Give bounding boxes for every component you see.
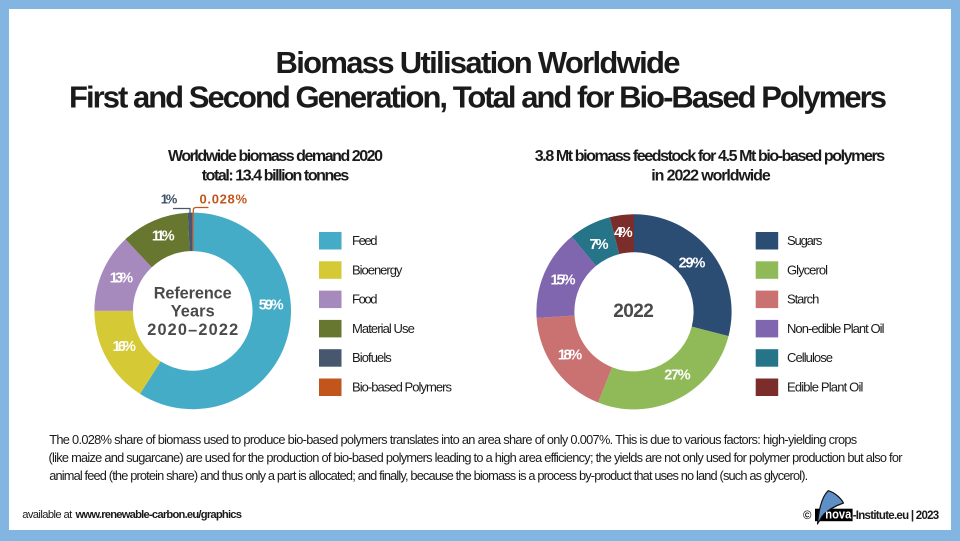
svg-text:Reference: Reference (154, 284, 232, 302)
svg-text:Worldwide biomass demand 2020: Worldwide biomass demand 2020 (168, 148, 383, 165)
svg-text:11%: 11% (152, 228, 175, 244)
svg-text:Cellulose: Cellulose (787, 350, 833, 365)
svg-text:Material Use: Material Use (352, 321, 415, 336)
svg-text:13%: 13% (110, 270, 133, 286)
svg-text:Food: Food (352, 292, 378, 307)
svg-text:©: © (803, 510, 812, 522)
svg-text:4%: 4% (614, 225, 633, 241)
svg-text:59%: 59% (259, 298, 284, 314)
svg-text:Biofuels: Biofuels (352, 350, 392, 365)
svg-text:available at: available at (22, 509, 73, 521)
svg-text:7%: 7% (590, 237, 609, 253)
svg-text:Bioenergy: Bioenergy (352, 262, 403, 277)
svg-text:27%: 27% (664, 368, 690, 384)
svg-text:3.8 Mt biomass feedstock for 4: 3.8 Mt biomass feedstock for 4.5 Mt bio-… (535, 148, 885, 165)
svg-text:in 2022 worldwide: in 2022 worldwide (651, 168, 771, 185)
svg-text:total: 13.4 billion tonnes: total: 13.4 billion tonnes (202, 168, 350, 185)
svg-text:(like maize and sugarcane) are: (like maize and sugarcane) are used for … (49, 450, 904, 465)
svg-text:The 0.028% share of biomass us: The 0.028% share of biomass used to prod… (49, 432, 857, 447)
svg-text:0.028%: 0.028% (200, 192, 248, 207)
svg-text:Edible Plant Oil: Edible Plant Oil (787, 380, 864, 395)
svg-text:www.renewable-carbon.eu/graphi: www.renewable-carbon.eu/graphics (75, 509, 242, 521)
svg-text:First and Second Generation, T: First and Second Generation, Total and f… (69, 80, 887, 115)
svg-text:Starch: Starch (787, 292, 819, 307)
svg-text:2020–2022: 2020–2022 (147, 321, 238, 339)
svg-text:Biomass Utilisation Worldwide: Biomass Utilisation Worldwide (276, 45, 681, 80)
svg-text:18%: 18% (558, 348, 582, 364)
svg-text:Feed: Feed (352, 233, 378, 248)
svg-text:Non-edible Plant Oil: Non-edible Plant Oil (787, 321, 885, 336)
svg-text:Years: Years (171, 303, 215, 321)
svg-text:Sugars: Sugars (787, 233, 823, 248)
svg-text:nova: nova (825, 507, 852, 522)
svg-text:15%: 15% (551, 272, 576, 288)
svg-text:-Institute.eu | 2023: -Institute.eu | 2023 (853, 510, 940, 522)
svg-text:1%: 1% (161, 192, 178, 207)
svg-text:animal feed (the protein share: animal feed (the protein share) and thus… (49, 468, 808, 483)
svg-text:2022: 2022 (613, 301, 654, 322)
svg-text:29%: 29% (679, 256, 706, 272)
svg-text:16%: 16% (113, 339, 136, 355)
svg-text:Bio-based Polymers: Bio-based Polymers (352, 380, 453, 395)
svg-text:Glycerol: Glycerol (787, 262, 828, 277)
